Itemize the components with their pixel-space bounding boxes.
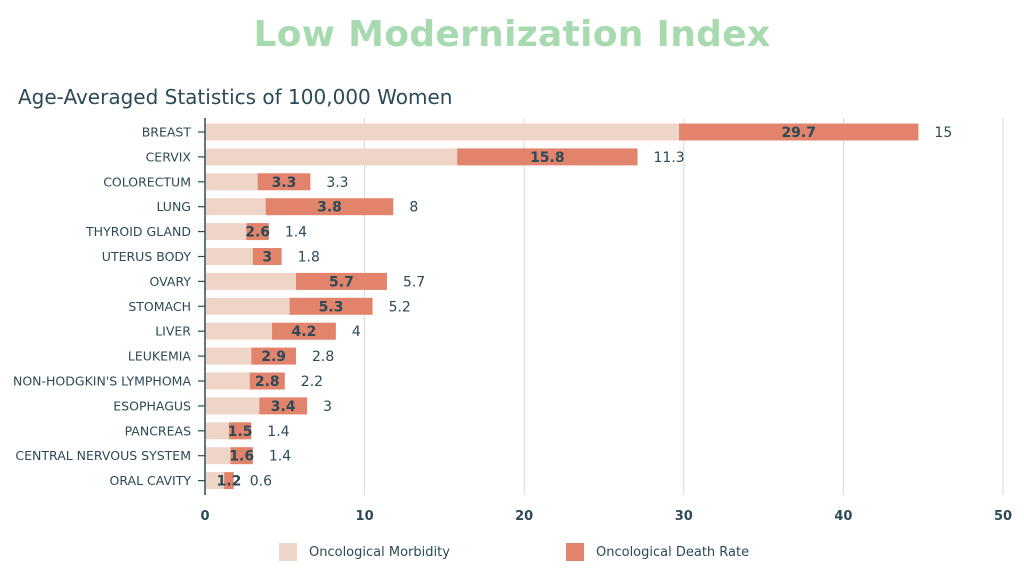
bar-morbidity: [206, 422, 229, 440]
bar-death-rate: [457, 148, 638, 166]
x-tick-label: 30: [675, 509, 693, 524]
bar-death-rate: [249, 372, 285, 390]
legend-item-morbidity: Oncological Morbidity: [279, 543, 450, 561]
bar-death-rate: [246, 223, 269, 241]
category-label: NON-HODGKIN'S LYMPHOMA: [13, 374, 191, 389]
category-label: CERVIX: [146, 149, 192, 164]
bar-death-rate: [230, 447, 253, 465]
category-label: BREAST: [142, 125, 192, 140]
bar-morbidity: [206, 397, 260, 415]
data-label-death-rate: 1.4: [285, 225, 307, 241]
bar-morbidity: [206, 297, 290, 315]
chart-title: Low Modernization Index: [253, 14, 771, 55]
bar-death-rate: [252, 248, 282, 265]
bar-death-rate: [679, 123, 919, 141]
bar-morbidity: [206, 272, 296, 290]
data-label-morbidity: 2.8: [255, 374, 280, 390]
category-label: PANCREAS: [125, 423, 192, 438]
data-label-morbidity: 1.2: [217, 474, 242, 490]
data-label-morbidity: 3.8: [317, 200, 342, 216]
category-label: STOMACH: [128, 299, 191, 314]
data-label-morbidity: 1.6: [229, 449, 254, 465]
x-tick-label: 0: [200, 509, 209, 524]
data-label-morbidity: 5.3: [319, 299, 344, 315]
bar-death-rate: [228, 422, 252, 440]
bar-morbidity: [206, 347, 252, 365]
bar-death-rate: [272, 322, 336, 340]
bar-death-rate: [251, 347, 296, 365]
data-label-death-rate: 0.6: [250, 474, 272, 490]
category-label: CENTRAL NERVOUS SYSTEM: [15, 448, 191, 463]
legend-swatch-death-rate: [566, 543, 584, 561]
x-tick-label: 20: [515, 509, 533, 524]
data-label-death-rate: 8: [409, 200, 418, 216]
category-label: COLORECTUM: [103, 174, 191, 189]
bar-death-rate: [224, 472, 234, 490]
bar-death-rate: [295, 272, 387, 290]
bar-death-rate: [257, 173, 311, 191]
data-label-death-rate: 15: [934, 125, 952, 141]
data-label-morbidity: 3: [262, 250, 272, 266]
legend-label-morbidity: Oncological Morbidity: [309, 544, 450, 560]
data-label-death-rate: 2.2: [301, 374, 323, 390]
category-label: LEUKEMIA: [128, 349, 192, 364]
category-label: LIVER: [155, 324, 191, 339]
category-label: OVARY: [150, 274, 192, 289]
data-label-morbidity: 5.7: [329, 274, 354, 290]
bar-death-rate: [259, 397, 308, 415]
category-label: ORAL CAVITY: [110, 473, 192, 488]
data-label-morbidity: 2.6: [245, 225, 270, 241]
data-label-morbidity: 4.2: [292, 324, 317, 340]
data-label-death-rate: 3: [323, 399, 332, 415]
bar-morbidity: [206, 223, 247, 241]
category-label: LUNG: [156, 199, 191, 214]
data-label-death-rate: 1.4: [267, 424, 289, 440]
bar-morbidity: [206, 198, 266, 216]
bar-death-rate: [289, 297, 373, 315]
chart-subtitle: Age-Averaged Statistics of 100,000 Women: [18, 85, 453, 109]
bar-morbidity: [206, 123, 680, 141]
bar-morbidity: [206, 148, 458, 166]
x-tick-label: 50: [994, 509, 1012, 524]
legend-swatch-morbidity: [279, 543, 297, 561]
data-label-morbidity: 3.4: [271, 399, 296, 415]
bar-morbidity: [206, 447, 231, 465]
legend-label-death-rate: Oncological Death Rate: [596, 544, 750, 560]
bar-morbidity: [206, 472, 225, 490]
data-label-death-rate: 1.8: [298, 250, 320, 266]
bar-morbidity: [206, 173, 258, 191]
data-label-morbidity: 3.3: [272, 175, 297, 191]
legend-item-death-rate: Oncological Death Rate: [566, 543, 749, 561]
category-label: THYROID GLAND: [85, 224, 191, 239]
data-label-morbidity: 2.9: [261, 349, 286, 365]
data-label-death-rate: 11.3: [654, 150, 685, 166]
data-label-morbidity: 29.7: [781, 125, 816, 141]
bar-morbidity: [206, 372, 250, 390]
category-label: ESOPHAGUS: [113, 398, 191, 413]
data-label-death-rate: 1.4: [269, 449, 291, 465]
data-label-morbidity: 15.8: [530, 150, 565, 166]
bar-death-rate: [265, 198, 394, 216]
data-label-death-rate: 3.3: [326, 175, 348, 191]
x-tick-label: 40: [834, 509, 852, 524]
data-label-morbidity: 1.5: [228, 424, 253, 440]
category-label: UTERUS BODY: [102, 249, 192, 264]
data-label-death-rate: 5.2: [389, 299, 411, 315]
data-label-death-rate: 2.8: [312, 349, 334, 365]
data-label-death-rate: 4: [352, 324, 361, 340]
data-label-death-rate: 5.7: [403, 274, 425, 290]
x-tick-label: 10: [356, 509, 374, 524]
bar-morbidity: [206, 322, 273, 340]
bar-morbidity: [206, 248, 253, 265]
